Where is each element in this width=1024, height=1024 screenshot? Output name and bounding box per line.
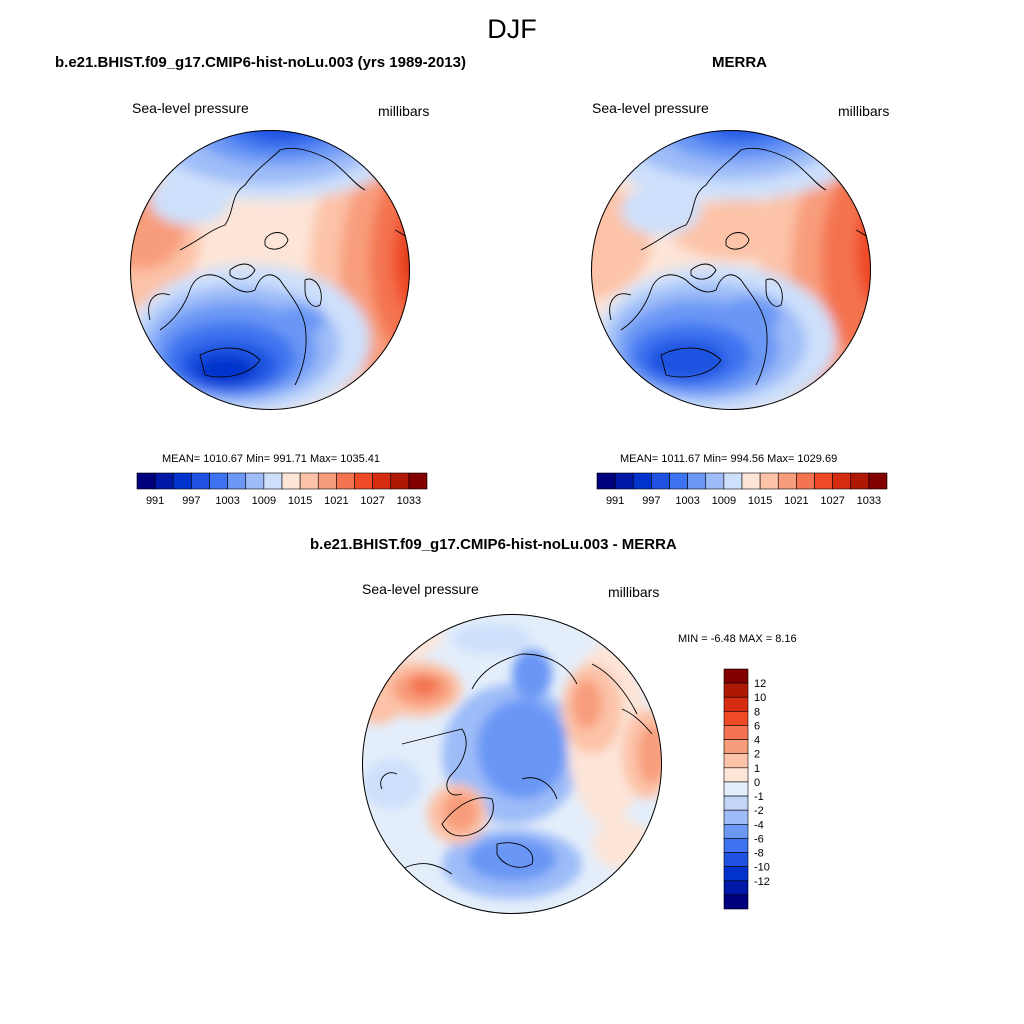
colorbar-swatch (372, 472, 392, 490)
colorbar-swatch (723, 838, 749, 853)
colorbar-swatch (687, 472, 707, 490)
colorbar-swatch (336, 472, 355, 490)
colorbar-tick-label: 1009 (252, 495, 276, 507)
colorbar-swatch (723, 753, 749, 769)
colorbar-swatch (723, 767, 749, 783)
colorbar-swatch (796, 472, 815, 490)
colorbar-swatch (245, 472, 265, 490)
obs-panel-title: MERRA (712, 54, 767, 71)
obs-polar-map (591, 130, 871, 410)
colorbar-swatch (281, 472, 301, 490)
colorbar-tick-label: 997 (642, 495, 660, 507)
diff-panel-title: b.e21.BHIST.f09_g17.CMIP6-hist-noLu.003 … (310, 536, 677, 553)
diff-polar-map (362, 614, 662, 914)
colorbar-swatch (172, 472, 192, 490)
colorbar-swatch (191, 472, 210, 490)
colorbar-swatch (723, 472, 743, 490)
colorbar-swatch (723, 696, 749, 712)
colorbar-tick-label: 2 (754, 749, 760, 761)
model-colorbar: 991 997 1003 1009 1015 1021 1027 1033 (136, 472, 428, 507)
colorbar-swatch (850, 472, 870, 490)
colorbar-swatch (832, 472, 852, 490)
diff-stats-text: MIN = -6.48 MAX = 8.16 (678, 633, 797, 645)
colorbar-swatch (777, 472, 797, 490)
colorbar-swatch (669, 472, 688, 490)
colorbar-swatch (390, 472, 410, 490)
colorbar-tick-label: 991 (606, 495, 624, 507)
obs-stats-text: MEAN= 1011.67 Min= 994.56 Max= 1029.69 (620, 453, 838, 465)
colorbar-tick-label: -6 (754, 833, 764, 845)
colorbar-swatch (723, 823, 749, 839)
colorbar-tick-label: 8 (754, 706, 760, 718)
colorbar-tick-label: 997 (182, 495, 200, 507)
colorbar-tick-label: 1 (754, 763, 760, 775)
colorbar-swatch (614, 472, 634, 490)
obs-colorbar: 991 997 1003 1009 1015 1021 1027 1033 (596, 472, 888, 507)
colorbar-tick-label: 1027 (360, 495, 384, 507)
colorbar-swatch (723, 880, 749, 896)
colorbar-tick-label: -12 (754, 876, 770, 888)
colorbar-swatch (632, 472, 652, 490)
colorbar-tick-label: 1015 (288, 495, 312, 507)
colorbar-swatch (814, 472, 833, 490)
diff-units-label: millibars (608, 584, 660, 600)
colorbar-tick-label: -2 (754, 805, 764, 817)
colorbar-tick-label: 1033 (397, 495, 421, 507)
colorbar-swatch (596, 472, 616, 490)
colorbar-swatch (154, 472, 174, 490)
colorbar-tick-label: 1015 (748, 495, 772, 507)
colorbar-swatch (723, 795, 749, 811)
colorbar-tick-label: -10 (754, 862, 770, 874)
colorbar-tick-label: 4 (754, 735, 760, 747)
colorbar-tick-label: 6 (754, 720, 760, 732)
colorbar-tick-label: 12 (754, 678, 766, 690)
colorbar-swatch (227, 472, 247, 490)
colorbar-swatch (723, 852, 749, 867)
colorbar-swatch (299, 472, 319, 490)
colorbar-swatch (723, 725, 749, 740)
colorbar-swatch (723, 866, 749, 882)
colorbar-swatch (723, 894, 749, 910)
page-title: DJF (487, 14, 537, 44)
colorbar-swatch (723, 809, 749, 825)
colorbar-tick-label: 10 (754, 692, 766, 704)
colorbar-swatch (317, 472, 337, 490)
colorbar-swatch (723, 781, 749, 797)
colorbar-tick-label: 1033 (857, 495, 881, 507)
model-units-label: millibars (378, 103, 430, 119)
colorbar-swatch (723, 711, 749, 726)
colorbar-swatch (263, 472, 283, 490)
colorbar-swatch (723, 682, 749, 698)
colorbar-tick-label: -8 (754, 848, 764, 860)
obs-units-label: millibars (838, 103, 890, 119)
colorbar-tick-label: 0 (754, 777, 760, 789)
colorbar-swatch (868, 472, 888, 490)
colorbar-swatch (136, 472, 156, 490)
colorbar-tick-label: -1 (754, 791, 764, 803)
colorbar-swatch (741, 472, 761, 490)
model-polar-map (130, 130, 410, 410)
model-panel-title: b.e21.BHIST.f09_g17.CMIP6-hist-noLu.003 … (55, 54, 466, 71)
colorbar-swatch (408, 472, 428, 490)
colorbar-tick-label: 1003 (215, 495, 239, 507)
diff-field-label: Sea-level pressure (362, 581, 479, 597)
colorbar-swatch (705, 472, 725, 490)
model-stats-text: MEAN= 1010.67 Min= 991.71 Max= 1035.41 (162, 453, 381, 465)
colorbar-swatch (354, 472, 373, 490)
colorbar-tick-label: -4 (754, 819, 764, 831)
colorbar-tick-label: 1021 (324, 495, 348, 507)
colorbar-tick-label: 1009 (712, 495, 736, 507)
obs-field-label: Sea-level pressure (592, 100, 709, 116)
colorbar-swatch (723, 739, 749, 755)
colorbar-swatch (209, 472, 228, 490)
colorbar-swatch (651, 472, 670, 490)
colorbar-tick-label: 1003 (675, 495, 699, 507)
colorbar-tick-label: 1027 (820, 495, 844, 507)
colorbar-tick-label: 1021 (784, 495, 808, 507)
colorbar-swatch (759, 472, 779, 490)
colorbar-tick-label: 991 (146, 495, 164, 507)
model-field-label: Sea-level pressure (132, 100, 249, 116)
colorbar-swatch (723, 668, 749, 684)
